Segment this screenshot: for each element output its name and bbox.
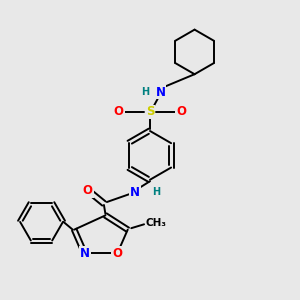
- Text: H: H: [142, 87, 150, 97]
- Text: S: S: [146, 106, 154, 118]
- Text: H: H: [152, 187, 160, 197]
- Text: N: N: [155, 85, 165, 98]
- Text: O: O: [114, 106, 124, 118]
- Text: O: O: [112, 247, 122, 260]
- Text: O: O: [82, 184, 93, 196]
- Text: CH₃: CH₃: [146, 218, 167, 228]
- Text: O: O: [176, 106, 186, 118]
- Text: N: N: [80, 247, 90, 260]
- Text: N: N: [130, 186, 140, 199]
